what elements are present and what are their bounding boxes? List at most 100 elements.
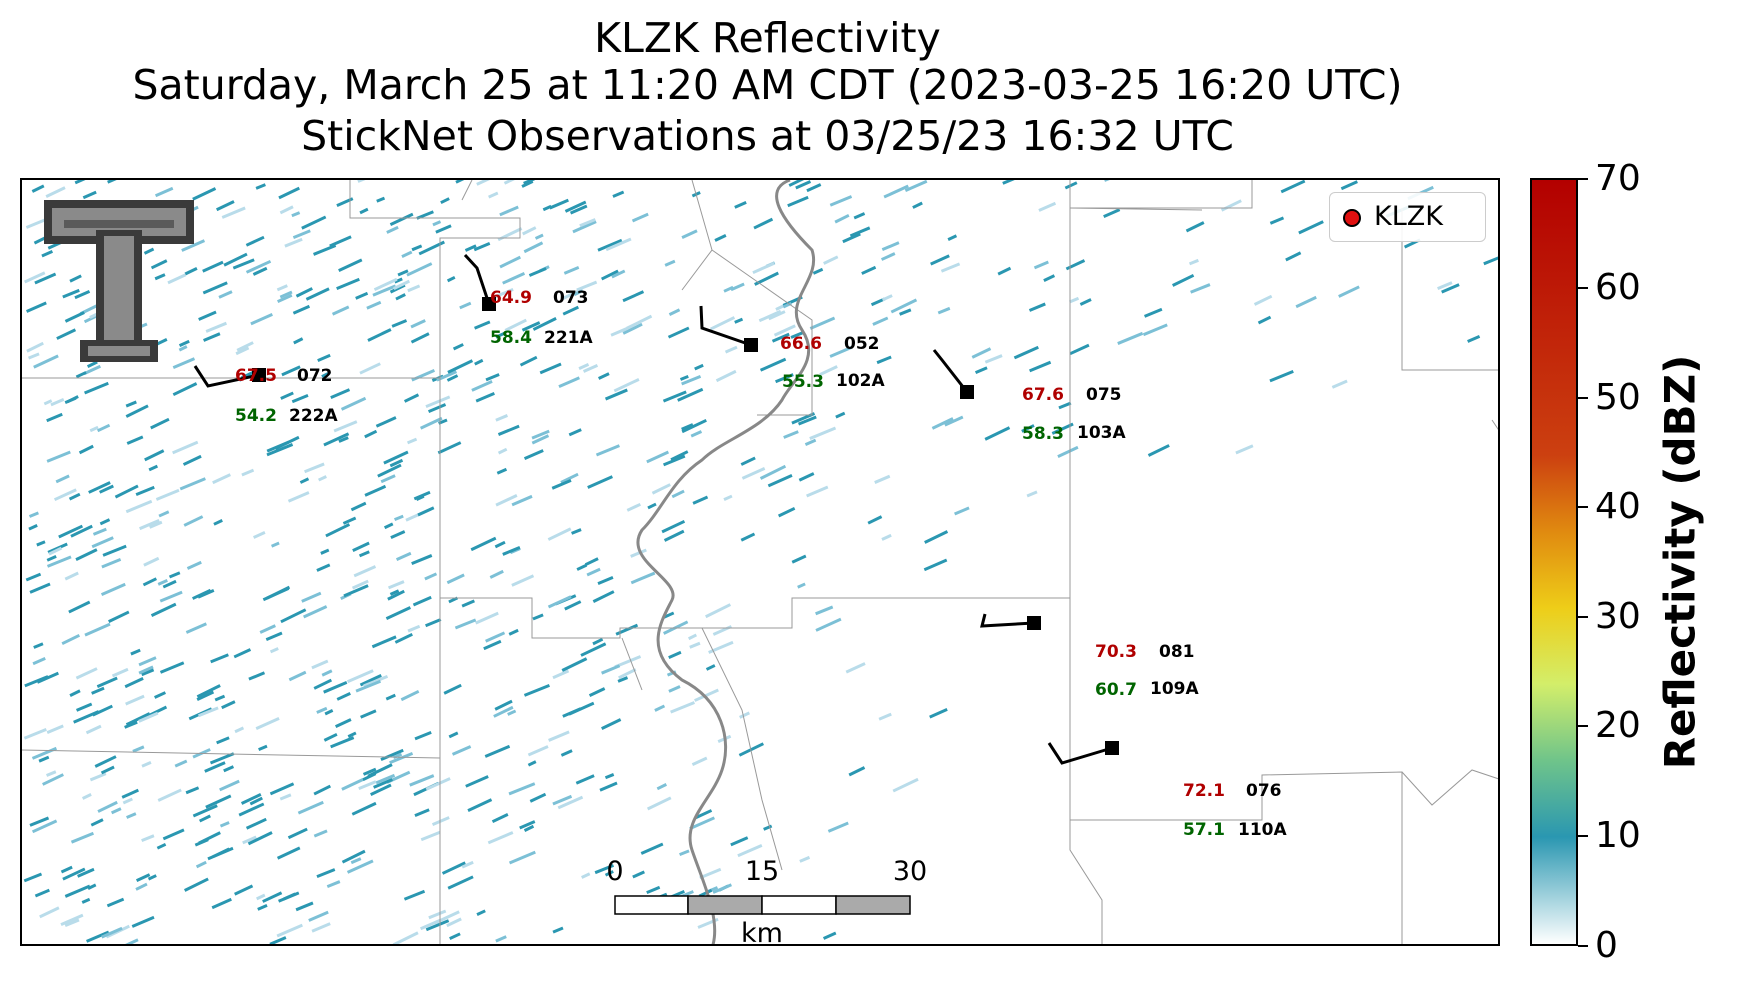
reflectivity-echo	[135, 882, 148, 891]
reflectivity-echo	[84, 381, 109, 395]
reflectivity-echo	[233, 648, 252, 659]
reflectivity-echo	[26, 341, 44, 353]
reflectivity-echo	[929, 708, 948, 719]
reflectivity-echo	[595, 444, 620, 457]
reflectivity-echo	[346, 859, 374, 874]
reflectivity-echo	[690, 430, 703, 438]
reflectivity-echo	[380, 748, 404, 762]
title-line-2: Saturday, March 25 at 11:20 AM CDT (2023…	[132, 61, 1403, 109]
reflectivity-echo	[867, 515, 883, 525]
reflectivity-echo	[195, 860, 207, 869]
reflectivity-echo	[373, 277, 398, 292]
reflectivity-echo	[592, 590, 615, 603]
reflectivity-echo	[455, 180, 465, 184]
reflectivity-echo	[295, 287, 313, 298]
reflectivity-echo	[46, 554, 57, 562]
reflectivity-echo	[523, 180, 535, 185]
reflectivity-echo	[196, 690, 215, 701]
reflectivity-echo	[529, 792, 547, 803]
reflectivity-echo	[216, 200, 235, 212]
reflectivity-echo	[622, 322, 643, 335]
reflectivity-echo	[282, 892, 296, 901]
reflectivity-echo	[32, 657, 46, 666]
reflectivity-echo	[247, 831, 273, 846]
reflectivity-echo	[499, 255, 521, 269]
station-dewpoint: 60.7	[1095, 680, 1137, 700]
reflectivity-echo	[476, 909, 486, 916]
reflectivity-echo	[842, 232, 861, 244]
reflectivity-echo	[125, 499, 153, 514]
reflectivity-echo	[880, 252, 896, 261]
reflectivity-echo	[138, 711, 159, 723]
reflectivity-echo	[122, 797, 133, 805]
map-panel[interactable]: KLZK 67.5 072 54.2 222A 64.9 073 58.4 22…	[20, 178, 1500, 946]
colorbar-title: Reflectivity (dBZ)	[1655, 354, 1705, 770]
reflectivity-echo	[279, 290, 293, 299]
reflectivity-echo	[147, 874, 157, 881]
station-number: 072	[297, 366, 333, 386]
reflectivity-echo	[688, 633, 698, 641]
reflectivity-echo	[656, 783, 668, 791]
reflectivity-echo	[377, 463, 402, 478]
colorbar-tick	[1578, 835, 1588, 837]
reflectivity-echo	[432, 220, 442, 227]
reflectivity-echo	[138, 665, 154, 675]
reflectivity-echo	[804, 438, 817, 447]
reflectivity-echo	[892, 777, 919, 793]
reflectivity-echo	[301, 591, 322, 603]
reflectivity-echo	[91, 686, 105, 695]
reflectivity-echo	[155, 488, 180, 501]
reflectivity-echo	[84, 622, 111, 637]
reflectivity-echo	[440, 197, 450, 205]
reflectivity-echo	[276, 846, 301, 860]
reflectivity-echo	[313, 244, 337, 256]
reflectivity-echo	[31, 819, 58, 834]
reflectivity-echo	[646, 885, 661, 895]
reflectivity-echo	[259, 624, 276, 634]
reflectivity-echo	[974, 366, 988, 375]
reflectivity-echo	[425, 395, 451, 409]
reflectivity-echo	[931, 417, 954, 430]
reflectivity-echo	[737, 843, 763, 858]
reflectivity-echo	[373, 778, 393, 789]
reflectivity-echo	[58, 524, 84, 539]
station-number: 073	[553, 288, 589, 308]
reflectivity-echo	[1338, 285, 1360, 298]
reflectivity-echo	[568, 428, 582, 437]
reflectivity-echo	[297, 800, 324, 815]
scale-unit: km	[741, 918, 783, 946]
reflectivity-echo	[459, 301, 472, 310]
reflectivity-echo	[497, 424, 520, 436]
colorbar-tick	[1578, 178, 1588, 180]
reflectivity-echo	[363, 675, 389, 688]
reflectivity-echo	[1013, 345, 1039, 360]
map-legend: KLZK	[1329, 192, 1486, 242]
reflectivity-echo	[101, 926, 123, 939]
reflectivity-echo	[476, 180, 490, 186]
reflectivity-echo	[768, 310, 786, 321]
reflectivity-echo	[253, 531, 266, 539]
reflectivity-echo	[43, 399, 53, 406]
station-temp: 67.5	[235, 366, 277, 386]
reflectivity-echo	[262, 891, 283, 903]
reflectivity-echo	[724, 345, 738, 354]
reflectivity-echo	[125, 938, 139, 944]
reflectivity-echo	[121, 788, 139, 799]
reflectivity-echo	[861, 265, 877, 275]
reflectivity-echo	[502, 272, 526, 285]
reflectivity-echo	[1103, 208, 1121, 219]
reflectivity-echo	[491, 813, 509, 824]
reflectivity-echo	[235, 346, 250, 356]
reflectivity-echo	[597, 238, 623, 252]
reflectivity-echo	[475, 611, 499, 625]
reflectivity-echo	[60, 913, 84, 927]
reflectivity-echo	[632, 870, 645, 879]
map-canvas	[22, 180, 1498, 944]
reflectivity-echo	[940, 262, 961, 273]
reflectivity-echo	[787, 195, 809, 208]
title-line-1: KLZK Reflectivity	[594, 14, 941, 62]
reflectivity-echo	[154, 186, 174, 198]
reflectivity-echo	[64, 396, 77, 405]
reflectivity-echo	[467, 798, 493, 812]
reflectivity-echo	[403, 889, 426, 901]
